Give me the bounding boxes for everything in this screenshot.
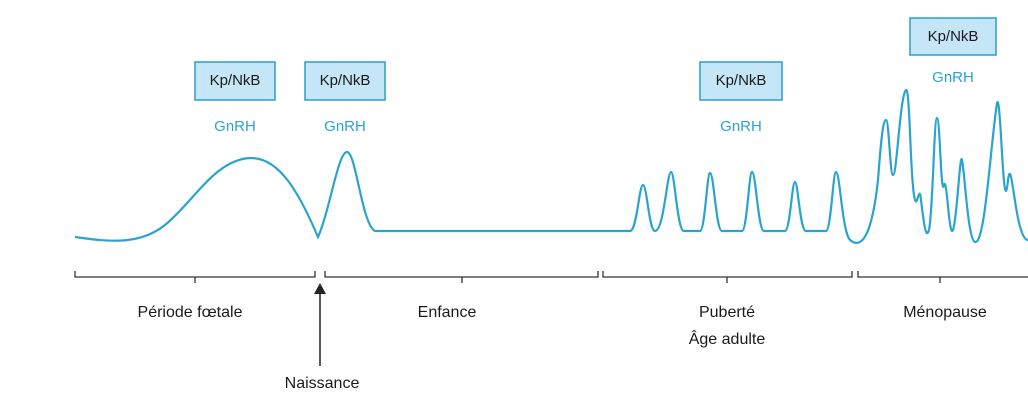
box-label: Kp/NkB: [320, 72, 371, 89]
gnrh-label: GnRH: [214, 118, 256, 135]
period-label: Ménopause: [903, 304, 987, 321]
period-label: Âge adulte: [689, 329, 766, 348]
arrow-head: [314, 283, 326, 294]
period-label: Période fœtale: [138, 304, 243, 321]
gnrh-label: GnRH: [324, 118, 366, 135]
box-label: Kp/NkB: [210, 72, 261, 89]
gnrh-curve: [74, 88, 1028, 244]
gnrh-label: GnRH: [932, 69, 974, 86]
hormone-box: [909, 17, 997, 56]
period-label: Enfance: [418, 304, 477, 321]
hormone-box: [304, 61, 386, 101]
birth-label: Naissance: [285, 375, 360, 392]
hormone-box: [699, 61, 783, 101]
box-label: Kp/NkB: [928, 28, 979, 45]
hormone-box: [194, 61, 276, 101]
gnrh-label: GnRH: [720, 118, 762, 135]
box-label: Kp/NkB: [716, 72, 767, 89]
period-label: Puberté: [699, 304, 755, 321]
period-brackets: [74, 271, 1028, 283]
